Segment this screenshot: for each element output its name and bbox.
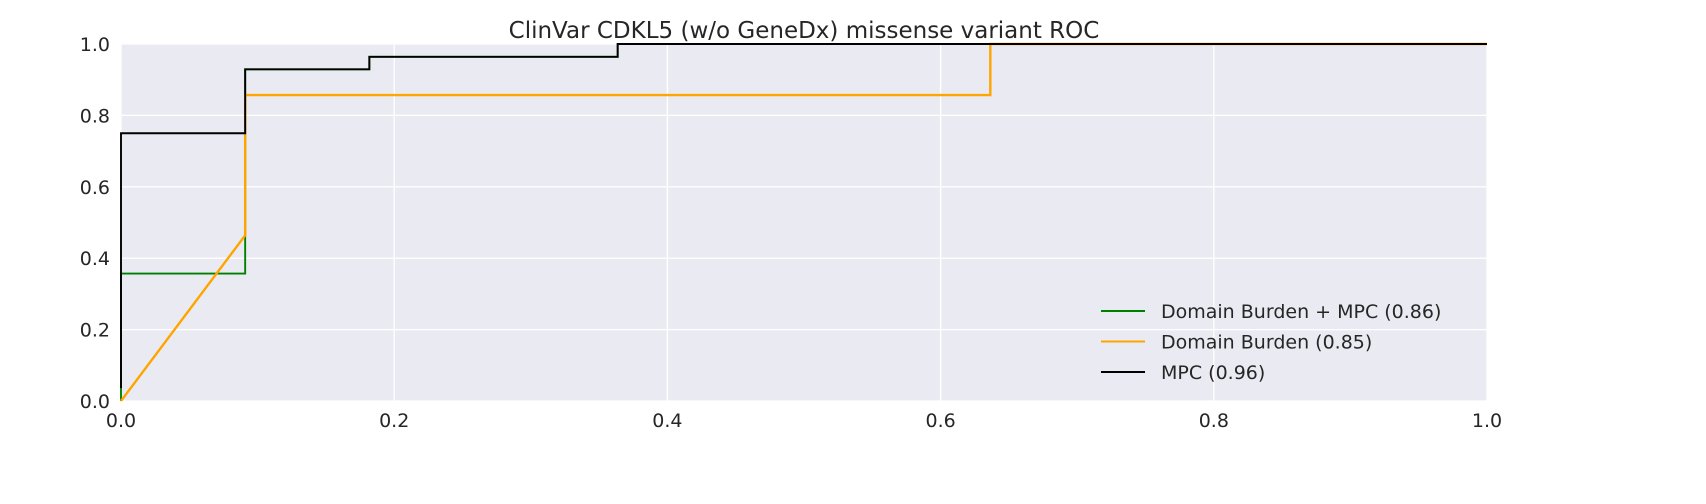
legend-label: Domain Burden + MPC (0.86) — [1161, 301, 1441, 323]
plot-background — [121, 44, 1487, 401]
legend-label: MPC (0.96) — [1161, 362, 1265, 384]
legend-label: Domain Burden (0.85) — [1161, 332, 1372, 354]
chart-title: ClinVar CDKL5 (w/o GeneDx) missense vari… — [509, 18, 1100, 44]
y-tick-label: 0.2 — [80, 320, 110, 342]
x-tick-label: 0.6 — [925, 410, 955, 432]
x-tick-label: 0.8 — [1199, 410, 1229, 432]
y-tick-label: 0.4 — [80, 248, 110, 270]
y-tick-label: 0.6 — [80, 177, 110, 199]
x-tick-label: 0.0 — [106, 410, 136, 432]
y-tick-label: 1.0 — [80, 34, 110, 56]
y-tick-label: 0.0 — [80, 391, 110, 413]
x-tick-label: 0.4 — [652, 410, 682, 432]
y-tick-label: 0.8 — [80, 105, 110, 127]
series-line-3 — [120, 43, 1487, 389]
x-tick-label: 0.2 — [379, 410, 409, 432]
x-tick-label: 1.0 — [1472, 410, 1502, 432]
